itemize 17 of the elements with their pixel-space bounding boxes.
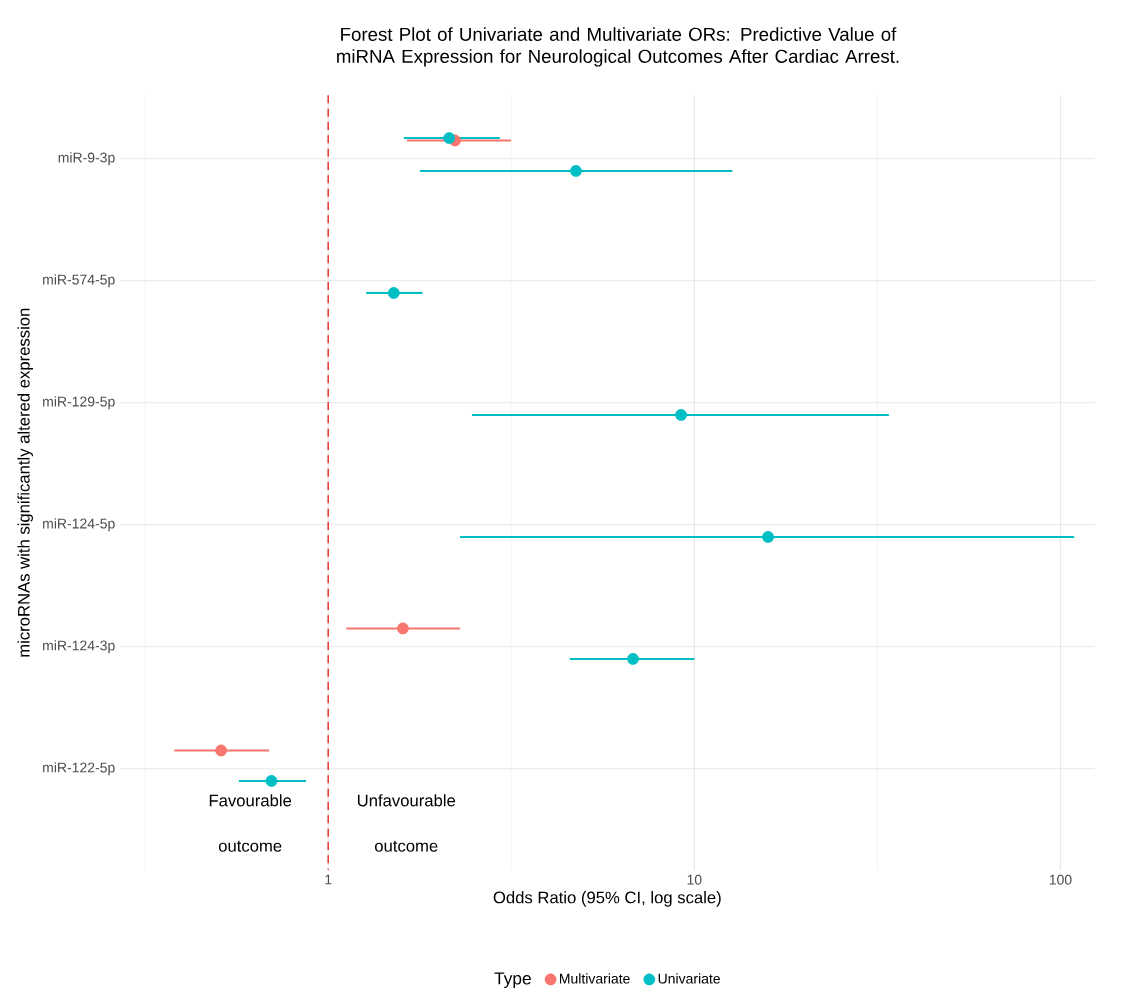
y-tick-label: miR-122-5p bbox=[43, 762, 115, 776]
y-tick-label: miR-129-5p bbox=[43, 396, 115, 410]
y-axis-title: microRNAs with significantly altered expression bbox=[17, 308, 33, 657]
legend-title: Type bbox=[494, 972, 531, 989]
chart-title: Forest Plot of Univariate and Multivariate ORs: Predictive Value of miRNA Expression for Neurological Outcomes After Cardiac Arrest. bbox=[337, 27, 899, 67]
text: Unfavourable outcome bbox=[357, 794, 456, 852]
text: Favourable outcome bbox=[209, 794, 292, 852]
x-tick-label: 100 bbox=[1049, 874, 1072, 885]
x-axis-title: Odds Ratio (95% CI, log scale) bbox=[493, 891, 721, 907]
legend-label: Multivariate bbox=[559, 973, 630, 984]
y-tick-label: miR-9-3p bbox=[58, 152, 115, 166]
legend-label: Univariate bbox=[658, 973, 720, 984]
y-tick-label: miR-124-5p bbox=[43, 518, 115, 532]
x-tick-label: 10 bbox=[687, 874, 702, 885]
x-tick-label: 1 bbox=[325, 874, 332, 885]
y-tick-label: miR-124-3p bbox=[43, 640, 115, 654]
y-tick-label: miR-574-5p bbox=[43, 274, 115, 288]
